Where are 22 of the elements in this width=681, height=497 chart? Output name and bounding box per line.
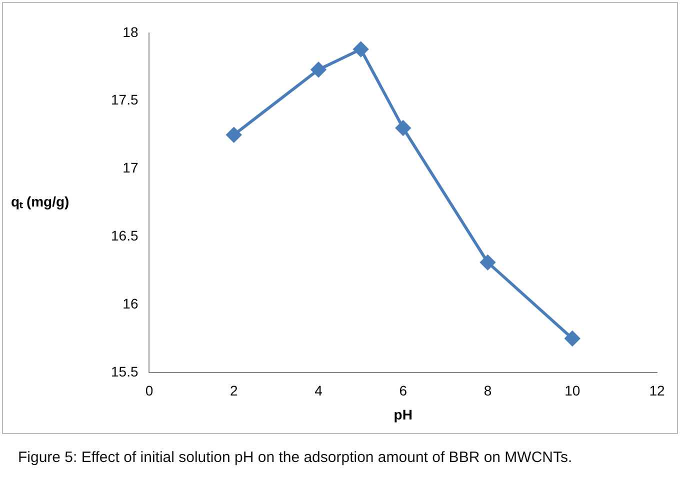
y-tick-label: 15.5 [111,363,138,380]
x-tick-label: 12 [649,382,665,399]
point [564,330,580,346]
x-tick-label: 10 [564,382,580,399]
x-tick-label: 4 [314,382,323,399]
y-tick-label: 16.5 [111,228,138,244]
y-tick-label: 18 [122,24,138,40]
x-tick-label: 6 [399,382,408,399]
point [311,62,326,78]
point [226,127,242,142]
point [480,254,496,270]
y-tick-label: 17 [122,160,138,176]
y-axis-title: qₜ (mg/g) [11,194,70,210]
point [396,120,411,136]
y-tick-label: 16 [122,295,138,312]
x-tick-label: 2 [230,382,238,399]
x-tick-label: 8 [484,382,492,399]
point [353,42,368,57]
y-tick-label: 17.5 [111,92,138,108]
caption: Figure 5: Effect of initial solution pH on the adsorption amount of BBR on MWCNTs. [18,448,574,468]
x-tick-label: 0 [145,382,154,399]
x-axis-title: pH [394,406,412,422]
